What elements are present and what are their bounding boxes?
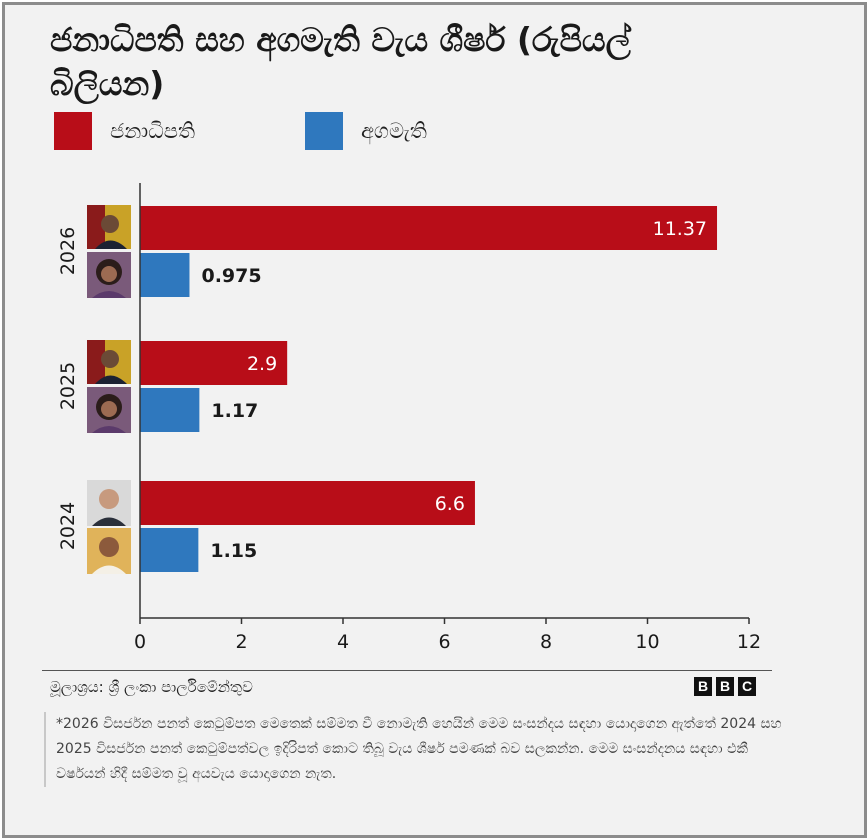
bar-prime-minister — [140, 528, 199, 572]
category-label: 2025 — [57, 362, 79, 410]
bar-prime-minister — [140, 388, 200, 432]
data-label: 2.9 — [247, 353, 277, 375]
portrait-prime-minister-2024 — [87, 528, 131, 574]
bar-president — [140, 206, 718, 250]
data-label: 0.975 — [201, 265, 261, 287]
x-tick-label: 4 — [337, 631, 349, 653]
chart-title: ජනාධිපති සහ අගමැති වැය ශීර්ෂ (රුපියල් බි… — [50, 20, 631, 103]
bbc-logo-letter: B — [694, 677, 712, 696]
category-label: 2026 — [57, 227, 79, 275]
bar-president — [140, 481, 475, 525]
portrait-prime-minister-2025 — [87, 387, 131, 433]
portrait-president-2024 — [87, 480, 131, 526]
category-label: 2024 — [57, 502, 79, 550]
x-tick-label: 0 — [134, 631, 146, 653]
legend-swatch-president — [54, 112, 92, 150]
portrait-prime-minister-2026 — [87, 252, 131, 298]
x-tick-label: 2 — [235, 631, 247, 653]
bbc-logo-letter: C — [738, 677, 756, 696]
portrait-president-2026 — [87, 205, 131, 249]
source-credit: මූලාශ්‍රය: ශ්‍රී ලංකා පාර්ලිමේන්තුව — [50, 678, 253, 696]
bar-chart: 11.37 0.975 2.9 1.17 6.6 1.15 2026 2025 2024 0 2 4… — [57, 183, 761, 653]
bbc-logo: B B C — [694, 677, 756, 696]
bar-prime-minister — [140, 253, 190, 297]
bbc-logo-letter: B — [716, 677, 734, 696]
portrait-president-2025 — [87, 340, 131, 384]
x-tick-label: 10 — [635, 631, 659, 653]
bar-president — [140, 341, 288, 385]
legend-label-prime-minister: අගමැති — [361, 119, 427, 143]
data-label: 1.15 — [210, 540, 257, 562]
footnote: *2026 විසර්ජන පනත් කෙටුම්පත මෙතෙක් සම්මත… — [44, 712, 786, 787]
data-label: 11.37 — [653, 218, 707, 240]
data-label: 6.6 — [435, 493, 465, 515]
data-label: 1.17 — [211, 400, 258, 422]
x-tick-label: 8 — [540, 631, 552, 653]
x-tick-label: 12 — [737, 631, 761, 653]
footer-divider — [42, 670, 772, 671]
legend-label-president: ජනාධිපති — [110, 119, 196, 143]
legend-swatch-prime-minister — [305, 112, 343, 150]
x-tick-label: 6 — [438, 631, 450, 653]
